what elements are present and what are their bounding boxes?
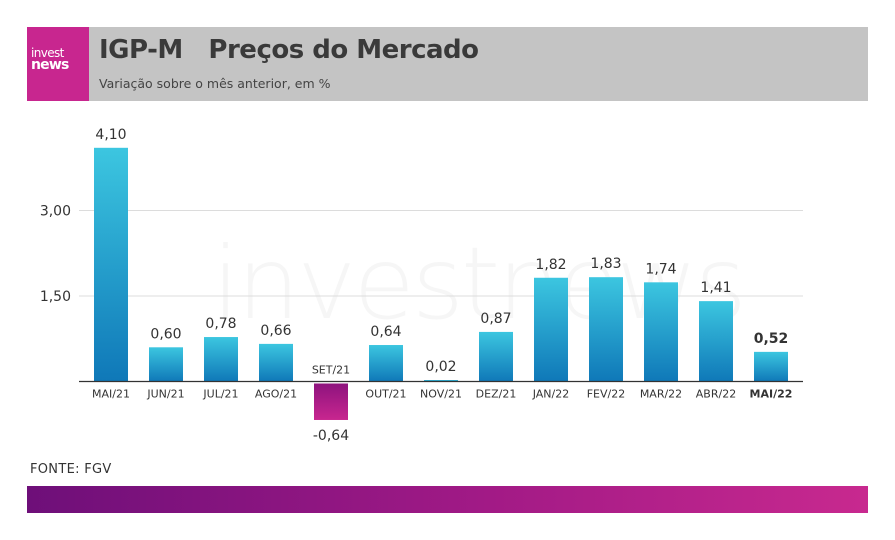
bar [94,147,128,382]
category-label: ABR/22 [696,388,736,401]
category-label: DEZ/21 [476,388,517,401]
category-label: JUL/21 [202,388,238,401]
category-label: AGO/21 [255,388,297,401]
value-label: 0,02 [425,359,456,375]
category-label: OUT/21 [365,388,406,401]
bar [479,331,513,382]
value-label: 0,66 [260,323,291,339]
bar [424,380,458,382]
investnews-logo: invest news [27,27,89,101]
source-note: FONTE: FGV [30,462,112,477]
category-label: MAR/22 [640,388,682,401]
y-axis-ticks: 1,50 3,00 [40,204,71,306]
category-label: JUN/21 [146,388,184,401]
value-label: 0,52 [754,331,789,347]
category-label: JAN/22 [532,388,570,401]
category-label: MAI/21 [92,388,130,401]
value-label: 0,78 [205,316,236,332]
gridlines [79,210,803,297]
bar [259,343,293,382]
chart-subtitle: Variação sobre o mês anterior, em % [99,76,331,91]
header-banner: invest news IGP-M Preços do Mercado Vari… [27,27,868,101]
labels: 4,10 MAI/21 0,60 JUN/21 0,78 JUL/21 0,66 AGO/21… [92,127,792,444]
value-label: 1,83 [590,256,621,272]
bar [369,345,403,382]
value-label: 4,10 [95,127,126,143]
bar [314,383,348,420]
value-label: -0,64 [313,428,349,444]
bar [204,337,238,382]
logo-line-2: news [31,57,69,73]
value-label: 1,82 [535,257,566,273]
category-label: MAI/22 [750,388,793,401]
value-label: 0,60 [150,326,181,342]
value-label: 1,41 [700,280,731,296]
value-label: 0,64 [370,324,401,340]
value-label: 1,74 [645,261,676,277]
logo-line-1: invest [31,46,64,60]
bar [754,351,788,382]
category-label: FEV/22 [587,388,626,401]
bar [644,282,678,382]
bar [534,277,568,382]
bars [94,147,788,420]
chart-title: IGP-M Preços do Mercado [99,35,479,65]
footer-bar [27,486,868,513]
bar [149,347,183,382]
bar [699,301,733,382]
value-label: 0,87 [480,311,511,327]
category-label: SET/21 [312,364,350,377]
y-tick-label: 3,00 [40,204,71,220]
bar [589,277,623,382]
y-tick-label: 1,50 [40,289,71,305]
category-label: NOV/21 [420,388,462,401]
